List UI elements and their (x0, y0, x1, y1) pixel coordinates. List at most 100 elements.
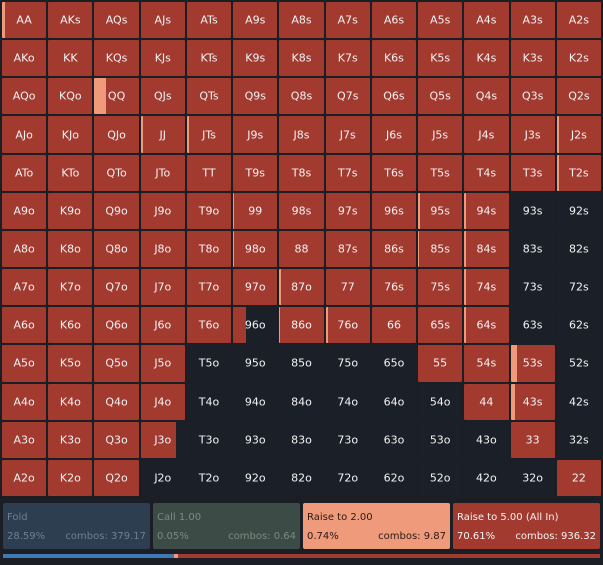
hand-cell[interactable]: 94s (464, 192, 509, 229)
hand-cell[interactable]: 74s (464, 269, 509, 306)
hand-cell[interactable]: 76o (325, 307, 370, 344)
hand-cell[interactable]: 86o (279, 307, 324, 344)
hand-cell[interactable]: 64s (464, 307, 509, 344)
hand-cell[interactable]: A5s (418, 2, 463, 39)
hand-cell[interactable]: J9s (233, 116, 278, 153)
hand-cell[interactable]: 62o (371, 459, 417, 496)
hand-cell[interactable]: K5s (418, 40, 463, 77)
hand-cell[interactable]: T8s (279, 154, 324, 191)
hand-cell[interactable]: KJs (140, 40, 185, 77)
hand-cell[interactable]: 74o (325, 383, 370, 420)
hand-cell[interactable]: 95o (233, 345, 278, 382)
hand-cell[interactable]: 97s (325, 192, 370, 229)
hand-cell[interactable]: 42s (556, 383, 601, 420)
hand-cell[interactable]: J6o (140, 307, 185, 344)
hand-cell[interactable]: Q5s (418, 78, 463, 115)
hand-cell[interactable]: Q3s (510, 78, 555, 115)
hand-cell[interactable]: 55 (418, 345, 463, 382)
hand-cell[interactable]: AQs (94, 2, 139, 39)
hand-cell[interactable]: J9o (140, 192, 185, 229)
hand-cell[interactable]: J8s (279, 116, 324, 153)
hand-cell[interactable]: Q7s (325, 78, 370, 115)
hand-cell[interactable]: 42o (464, 459, 509, 496)
hand-cell[interactable]: 82s (556, 230, 601, 268)
hand-cell[interactable]: 66 (371, 307, 417, 344)
hand-cell[interactable]: T5o (186, 345, 232, 382)
hand-cell[interactable]: 75o (325, 345, 370, 382)
hand-cell[interactable]: J3s (510, 116, 555, 153)
hand-cell[interactable]: 92s (556, 192, 601, 229)
hand-cell[interactable]: AA (2, 2, 47, 39)
hand-cell[interactable]: Q5o (94, 345, 139, 382)
hand-cell[interactable]: 73s (510, 269, 555, 306)
hand-cell[interactable]: T7s (325, 154, 370, 191)
hand-cell[interactable]: 22 (556, 459, 601, 496)
hand-cell[interactable]: 95s (418, 192, 463, 229)
hand-cell[interactable]: K6s (371, 40, 417, 77)
hand-cell[interactable]: K8o (48, 230, 93, 268)
hand-cell[interactable]: KK (48, 40, 93, 77)
hand-cell[interactable]: 96o (233, 307, 278, 344)
hand-cell[interactable]: 32o (510, 459, 555, 496)
hand-cell[interactable]: ATs (186, 2, 232, 39)
hand-cell[interactable]: Q7o (94, 269, 139, 306)
hand-cell[interactable]: 53o (418, 421, 463, 458)
hand-cell[interactable]: J2o (140, 459, 185, 496)
hand-cell[interactable]: 53s (510, 345, 555, 382)
hand-cell[interactable]: Q8s (279, 78, 324, 115)
hand-cell[interactable]: JJ (140, 116, 185, 153)
hand-cell[interactable]: J6s (371, 116, 417, 153)
hand-cell[interactable]: T9o (186, 192, 232, 229)
hand-cell[interactable]: T2o (186, 459, 232, 496)
hand-cell[interactable]: 84o (279, 383, 324, 420)
hand-cell[interactable]: KTo (48, 154, 93, 191)
hand-cell[interactable]: A9o (2, 192, 47, 229)
hand-cell[interactable]: K7s (325, 40, 370, 77)
hand-cell[interactable]: 93o (233, 421, 278, 458)
hand-cell[interactable]: A6s (371, 2, 417, 39)
hand-cell[interactable]: J5o (140, 345, 185, 382)
hand-cell[interactable]: KQo (48, 78, 93, 115)
hand-cell[interactable]: J4s (464, 116, 509, 153)
hand-cell[interactable]: T2s (556, 154, 601, 191)
hand-cell[interactable]: 98s (279, 192, 324, 229)
hand-cell[interactable]: A2s (556, 2, 601, 39)
hand-cell[interactable]: T3s (510, 154, 555, 191)
hand-cell[interactable]: 32s (556, 421, 601, 458)
hand-cell[interactable]: 73o (325, 421, 370, 458)
hand-cell[interactable]: Q4s (464, 78, 509, 115)
hand-cell[interactable]: T5s (418, 154, 463, 191)
hand-cell[interactable]: AQo (2, 78, 47, 115)
hand-cell[interactable]: 76s (371, 269, 417, 306)
hand-cell[interactable]: AJs (140, 2, 185, 39)
hand-cell[interactable]: 44 (464, 383, 509, 420)
hand-cell[interactable]: AKs (48, 2, 93, 39)
hand-cell[interactable]: 94o (233, 383, 278, 420)
hand-cell[interactable]: Q6s (371, 78, 417, 115)
hand-cell[interactable]: 96s (371, 192, 417, 229)
hand-cell[interactable]: JTs (186, 116, 232, 153)
hand-cell[interactable]: 65o (371, 345, 417, 382)
hand-cell[interactable]: ATo (2, 154, 47, 191)
hand-cell[interactable]: AKo (2, 40, 47, 77)
hand-cell[interactable]: J3o (140, 421, 185, 458)
hand-cell[interactable]: QQ (94, 78, 139, 115)
hand-cell[interactable]: A7o (2, 269, 47, 306)
hand-cell[interactable]: 75s (418, 269, 463, 306)
hand-cell[interactable]: T6o (186, 307, 232, 344)
hand-cell[interactable]: T7o (186, 269, 232, 306)
hand-cell[interactable]: 88 (279, 230, 324, 268)
hand-cell[interactable]: 54s (464, 345, 509, 382)
hand-cell[interactable]: QTo (94, 154, 139, 191)
hand-cell[interactable]: KQs (94, 40, 139, 77)
legend-raise-allin[interactable]: Raise to 5.00 (All In) 70.61% combos: 93… (453, 503, 600, 549)
hand-cell[interactable]: J8o (140, 230, 185, 268)
hand-cell[interactable]: A3s (510, 2, 555, 39)
hand-cell[interactable]: J5s (418, 116, 463, 153)
hand-cell[interactable]: J7o (140, 269, 185, 306)
hand-cell[interactable]: 62s (556, 307, 601, 344)
hand-cell[interactable]: T8o (186, 230, 232, 268)
hand-cell[interactable]: A8o (2, 230, 47, 268)
hand-cell[interactable]: T4s (464, 154, 509, 191)
hand-cell[interactable]: 83o (279, 421, 324, 458)
